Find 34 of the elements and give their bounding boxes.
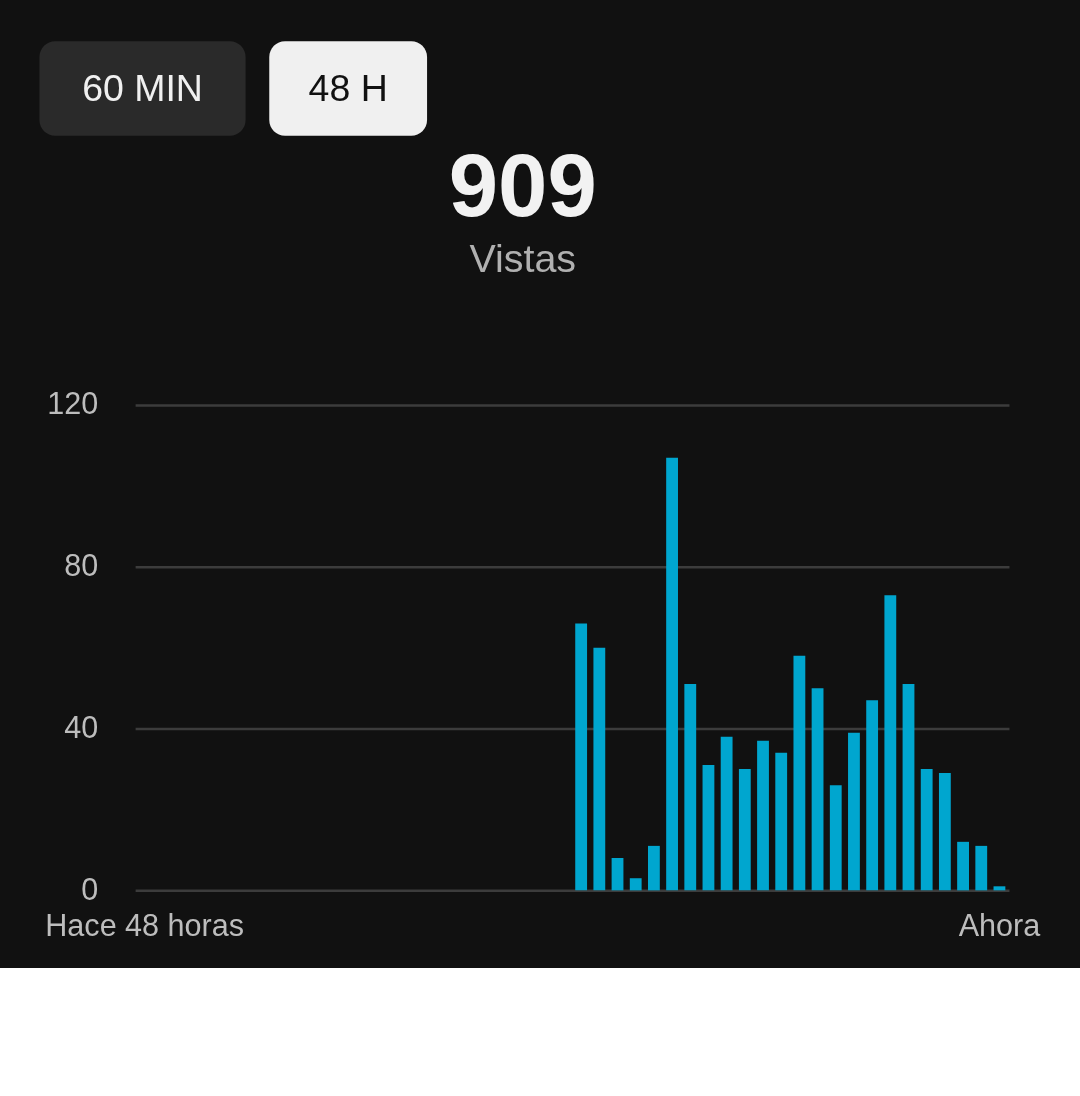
bar bbox=[957, 841, 969, 891]
y-tick-label: 40 bbox=[64, 709, 99, 744]
x-tick-label: Hace 48 horas bbox=[45, 908, 245, 943]
bar bbox=[775, 752, 788, 891]
bar bbox=[629, 878, 642, 891]
y-tick-label: 0 bbox=[81, 871, 99, 906]
bar bbox=[884, 595, 897, 891]
bar bbox=[666, 457, 678, 891]
bar bbox=[593, 647, 606, 891]
bar bbox=[902, 684, 915, 891]
bar bbox=[993, 886, 1006, 891]
y-tick-label: 80 bbox=[64, 548, 99, 583]
bar bbox=[829, 785, 842, 891]
bar bbox=[793, 655, 806, 891]
text: 48 H bbox=[308, 67, 388, 110]
bar bbox=[866, 700, 879, 891]
bar bbox=[720, 736, 733, 891]
bar bbox=[575, 623, 588, 891]
y-tick-label: 120 bbox=[47, 386, 99, 421]
bar bbox=[757, 740, 769, 891]
bar bbox=[684, 684, 697, 891]
chart-subtitle: Vistas bbox=[469, 235, 577, 280]
bar bbox=[702, 765, 715, 891]
bar bbox=[975, 845, 988, 891]
bar bbox=[848, 732, 860, 891]
bar bbox=[738, 769, 751, 891]
x-tick-label: Ahora bbox=[958, 908, 1041, 943]
bar bbox=[647, 845, 660, 891]
bar bbox=[611, 858, 624, 891]
bar bbox=[920, 769, 933, 891]
text: 60 MIN bbox=[82, 67, 203, 110]
chart-title: 909 bbox=[448, 135, 597, 235]
bar bbox=[938, 773, 951, 891]
bar bbox=[811, 688, 824, 891]
